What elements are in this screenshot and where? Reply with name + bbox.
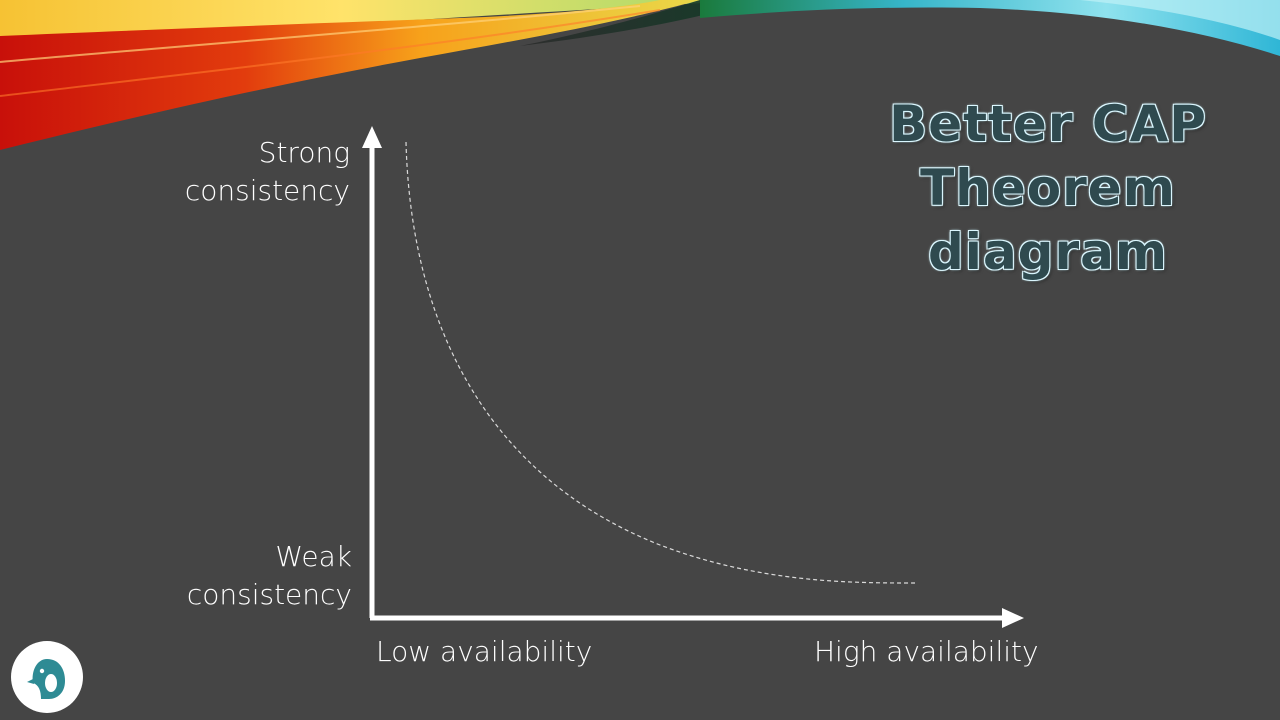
y-axis-top-label: Strong consistency xyxy=(140,134,350,210)
penguin-logo-icon xyxy=(11,641,83,713)
slide-title: Better CAP Theorem diagram xyxy=(880,92,1216,284)
y-bottom-label-line-2: consistency xyxy=(186,578,352,611)
x-axis-left-label: Low availability xyxy=(376,635,593,668)
title-line-1: Better CAP xyxy=(889,95,1207,153)
y-top-label-line-2: consistency xyxy=(184,174,350,207)
title-line-3: diagram xyxy=(928,223,1168,281)
title-line-2: Theorem xyxy=(920,159,1176,217)
y-top-label-line-1: Strong xyxy=(258,136,350,169)
x-axis-arrow-icon xyxy=(1002,608,1024,628)
x-axis-right-label: High availability xyxy=(814,635,1039,668)
decorative-banner xyxy=(0,0,1280,150)
y-axis-bottom-label: Weak consistency xyxy=(140,538,352,614)
y-axis-arrow-icon xyxy=(362,126,382,148)
y-bottom-label-line-1: Weak xyxy=(275,540,352,573)
tradeoff-curve xyxy=(405,141,917,584)
